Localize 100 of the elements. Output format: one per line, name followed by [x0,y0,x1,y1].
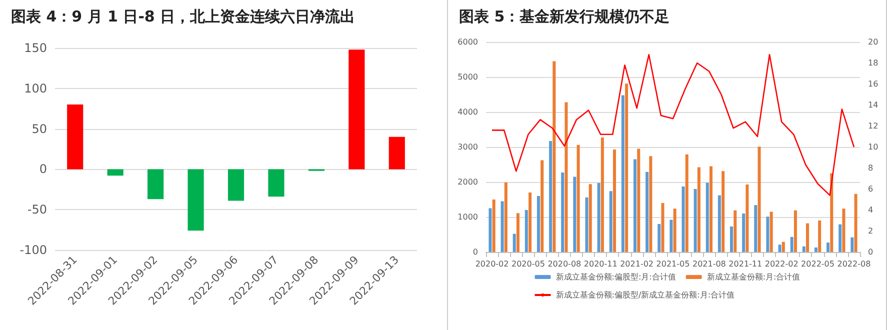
bar [734,210,737,252]
legend-label: 新成立基金份额:月:合计值 [706,272,800,282]
bar [540,160,544,252]
bar [512,234,516,252]
bar [649,156,652,252]
bar [348,50,365,170]
line-series [491,54,855,196]
bar [746,184,749,252]
x-tick-label: 2022-05 [801,260,834,268]
bar [268,169,284,197]
x-tick-label: 2020-02 [475,260,509,268]
x-tick-label: 2021-11 [728,260,762,268]
chart-title: 图表 5：基金新发行规模仍不足 [459,8,670,26]
bar [758,146,761,252]
y-tick-label: 0 [472,248,478,256]
y-tick-label: 5000 [458,72,478,82]
bar [782,242,785,252]
bar [600,138,604,252]
bar [107,169,124,176]
bar [612,149,616,252]
bar [637,148,640,252]
y2-tick-label: 8 [868,164,874,172]
y-tick-label: 2000 [458,178,478,186]
y2-tick-label: 4 [868,206,874,214]
bar [576,144,580,252]
bar [646,172,649,252]
bar [228,169,244,201]
x-tick-label: 2021-05 [656,260,690,268]
legend-label: 新成立基金份额:偏股型/新成立基金份额:月:合计值 [556,290,735,300]
bar [609,191,612,252]
bar [778,244,782,252]
bar [492,200,496,252]
bar [633,159,637,252]
bar [148,169,164,200]
bar [573,176,576,252]
bar [524,210,528,252]
bar [536,196,540,252]
bar [661,203,664,252]
y2-tick-label: 12 [868,122,878,130]
y2-tick-label: 2 [868,226,874,236]
y-tick-label: -100 [20,243,47,257]
y-tick-label: 6000 [458,38,478,46]
x-tick-label: 2021-02 [620,260,654,268]
bar [561,172,564,252]
bar [516,213,520,252]
bar [488,208,492,252]
chart-title: 图表 4：9 月 1 日-8 日，北上资金连续六日净流出 [11,8,356,26]
bar [67,104,84,170]
bar [697,167,700,252]
bar [504,182,508,252]
y-tick-label: 50 [32,122,47,136]
bar [685,154,688,252]
x-tick-label: 2022-02 [764,260,798,268]
bar [706,182,709,252]
bar [730,226,734,252]
bar [838,224,842,252]
y2-tick-label: 18 [868,58,878,68]
bar [754,205,758,252]
bar [842,208,846,252]
y2-tick-label: 10 [868,142,878,152]
bar [742,214,746,252]
y-tick-label: 0 [39,162,47,176]
y-tick-label: -50 [27,202,47,217]
y-tick-label: 1000 [458,212,478,222]
y2-tick-label: 6 [868,184,874,194]
bar [718,195,721,252]
bar [528,192,532,252]
x-tick-label: 2021-08 [692,260,726,268]
bar [552,61,556,252]
bar [621,95,624,252]
x-tick-label: 2022-08 [837,260,871,268]
bar [564,102,568,252]
y2-tick-label: 0 [868,248,874,256]
bar [673,208,676,252]
bar [585,197,588,252]
bar [766,216,770,252]
bar [658,224,661,252]
bar [802,246,806,252]
x-tick-label: 2020-05 [512,260,545,268]
bar [597,183,600,252]
bar [625,84,628,252]
bar [588,184,592,252]
bar [854,194,858,252]
bar [818,220,822,252]
y2-tick-label: 14 [868,100,878,110]
x-tick-label: 2020-11 [584,260,618,268]
bar [694,189,697,252]
bar [188,169,204,231]
y2-tick-label: 16 [868,80,878,88]
bar [709,166,713,252]
bar [549,141,552,252]
bar [500,201,504,252]
bar [806,223,810,252]
bar [722,171,725,252]
bar [682,186,685,252]
bar [814,247,818,252]
bar [388,136,405,170]
y-tick-label: 150 [24,41,47,55]
bar [850,237,854,252]
bar [670,220,673,252]
